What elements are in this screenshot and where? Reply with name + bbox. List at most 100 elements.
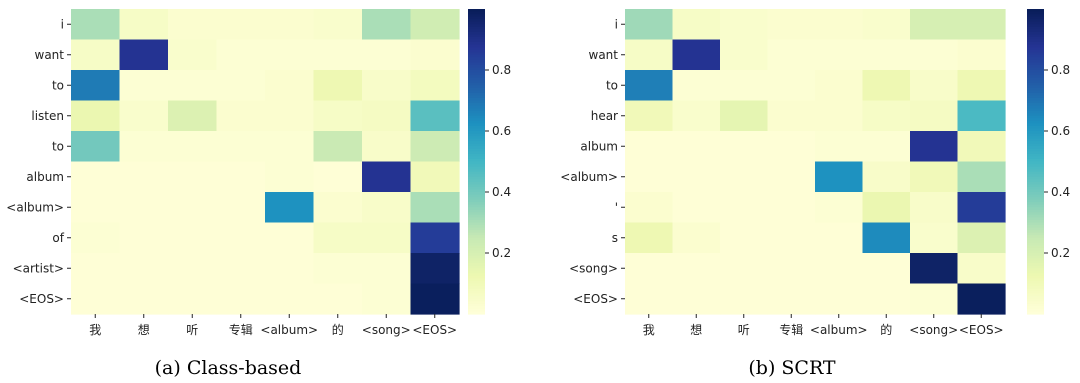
cell-r4-c1 (119, 131, 169, 163)
cell-r6-c3 (767, 192, 816, 224)
colorbar-segment-112 (468, 293, 485, 297)
cell-r0-c5 (313, 9, 363, 41)
colorbar-tick-label-0: 0.2 (1051, 246, 1070, 260)
xtick-label-5: 的 (880, 322, 892, 337)
cell-r1-c5 (862, 39, 911, 71)
cell-r6-c0 (71, 192, 121, 224)
cell-r2-c1 (672, 70, 721, 102)
cell-r4-c2 (168, 131, 218, 163)
cell-r3-c2 (168, 100, 218, 132)
colorbar-segment-63 (468, 169, 485, 173)
cell-r4-c5 (313, 131, 363, 163)
colorbar-segment-20 (468, 59, 485, 63)
colorbar-segment-106 (1027, 278, 1044, 282)
cell-r0-c4 (265, 9, 315, 41)
colorbar-segment-100 (1027, 263, 1044, 267)
colorbar-segment-19 (468, 57, 485, 61)
colorbar-segment-17 (468, 52, 485, 56)
colorbar-segment-16 (1027, 49, 1044, 53)
cell-r6-c1 (119, 192, 169, 224)
cell-r4-c4 (815, 131, 864, 163)
colorbar-segment-107 (468, 280, 485, 285)
cell-r3-c7 (410, 100, 460, 132)
colorbar-segment-2 (468, 14, 485, 18)
colorbar-segment-23 (468, 67, 485, 71)
colorbar-segment-61 (468, 164, 485, 168)
colorbar-segment-41 (468, 113, 485, 117)
colorbar-segment-115 (468, 301, 485, 305)
caption-scrt: (b) SCRT (748, 357, 836, 379)
xtick-label-3: 专辑 (229, 322, 253, 337)
colorbar-segment-64 (468, 171, 485, 175)
cell-r3-c2 (720, 100, 769, 132)
colorbar-segment-10 (468, 34, 485, 38)
cell-r6-c2 (720, 192, 769, 224)
colorbar-segment-45 (1027, 123, 1044, 127)
colorbar-segment-103 (468, 270, 485, 274)
cell-r2-c2 (720, 70, 769, 102)
ytick-label-4: to (52, 139, 64, 153)
colorbar-segment-20 (1027, 59, 1044, 63)
colorbar-segment-116 (1027, 303, 1044, 307)
colorbar-segment-101 (468, 265, 485, 269)
colorbar-segment-39 (468, 108, 485, 112)
colorbar-segment-9 (1027, 31, 1044, 36)
cell-r5-c4 (265, 161, 315, 193)
cell-r1-c3 (767, 39, 816, 71)
colorbar-segment-32 (468, 90, 485, 94)
colorbar-segment-34 (1027, 95, 1044, 99)
colorbar-segment-52 (468, 141, 485, 145)
colorbar-segment-3 (1027, 16, 1044, 20)
colorbar-segment-116 (468, 303, 485, 307)
colorbar-segment-62 (1027, 166, 1044, 170)
colorbar-segment-103 (1027, 270, 1044, 274)
colorbar-segment-51 (468, 138, 485, 142)
colorbar-segment-45 (468, 123, 485, 127)
colorbar-segment-12 (468, 39, 485, 43)
colorbar-segment-8 (468, 29, 485, 33)
colorbar-segment-89 (1027, 235, 1044, 239)
cell-r4-c6 (910, 131, 959, 163)
colorbar-segment-19 (1027, 57, 1044, 61)
colorbar-segment-7 (1027, 26, 1044, 30)
cell-r5-c7 (957, 161, 1006, 193)
cell-r1-c6 (910, 39, 959, 71)
colorbar-segment-70 (1027, 186, 1044, 191)
colorbar-segment-35 (1027, 97, 1044, 102)
colorbar-segment-75 (468, 199, 485, 203)
cell-r3-c5 (862, 100, 911, 132)
colorbar-segment-87 (468, 230, 485, 234)
colorbar-segment-26 (468, 75, 485, 79)
colorbar-segment-25 (1027, 72, 1044, 76)
colorbar-segment-109 (1027, 286, 1044, 290)
colorbar-segment-119 (1027, 311, 1044, 315)
colorbar-segment-114 (468, 298, 485, 302)
cell-r2-c0 (71, 70, 121, 102)
xtick-label-2: 听 (738, 323, 750, 337)
colorbar-segment-54 (1027, 146, 1044, 150)
cell-r3-c3 (767, 100, 816, 132)
colorbar-segment-73 (468, 194, 485, 198)
cell-r4-c2 (720, 131, 769, 163)
cell-r3-c1 (672, 100, 721, 132)
heatmap-panel-class-based: i want to listen to album <album> of <artist> <EO… (6, 9, 511, 337)
cell-r0-c0 (71, 9, 121, 41)
ytick-label-3: hear (591, 109, 618, 123)
colorbar-segment-90 (468, 237, 485, 241)
cell-r5-c3 (216, 161, 266, 193)
colorbar-segment-40 (1027, 110, 1044, 114)
colorbar-segment-47 (1027, 128, 1044, 132)
colorbar-segment-52 (1027, 141, 1044, 145)
colorbar-segment-72 (1027, 192, 1044, 196)
colorbar-segment-72 (468, 192, 485, 196)
cell-r3-c1 (119, 100, 169, 132)
cell-r7-c6 (362, 222, 412, 254)
ytick-label-6: ' (615, 200, 618, 214)
cell-r1-c0 (71, 39, 121, 71)
colorbar-segment-66 (1027, 176, 1044, 180)
cell-r6-c7 (957, 192, 1006, 224)
colorbar-segment-21 (1027, 62, 1044, 66)
cell-r4-c6 (362, 131, 412, 163)
colorbar-segment-58 (1027, 156, 1044, 160)
colorbar-segment-36 (468, 100, 485, 104)
